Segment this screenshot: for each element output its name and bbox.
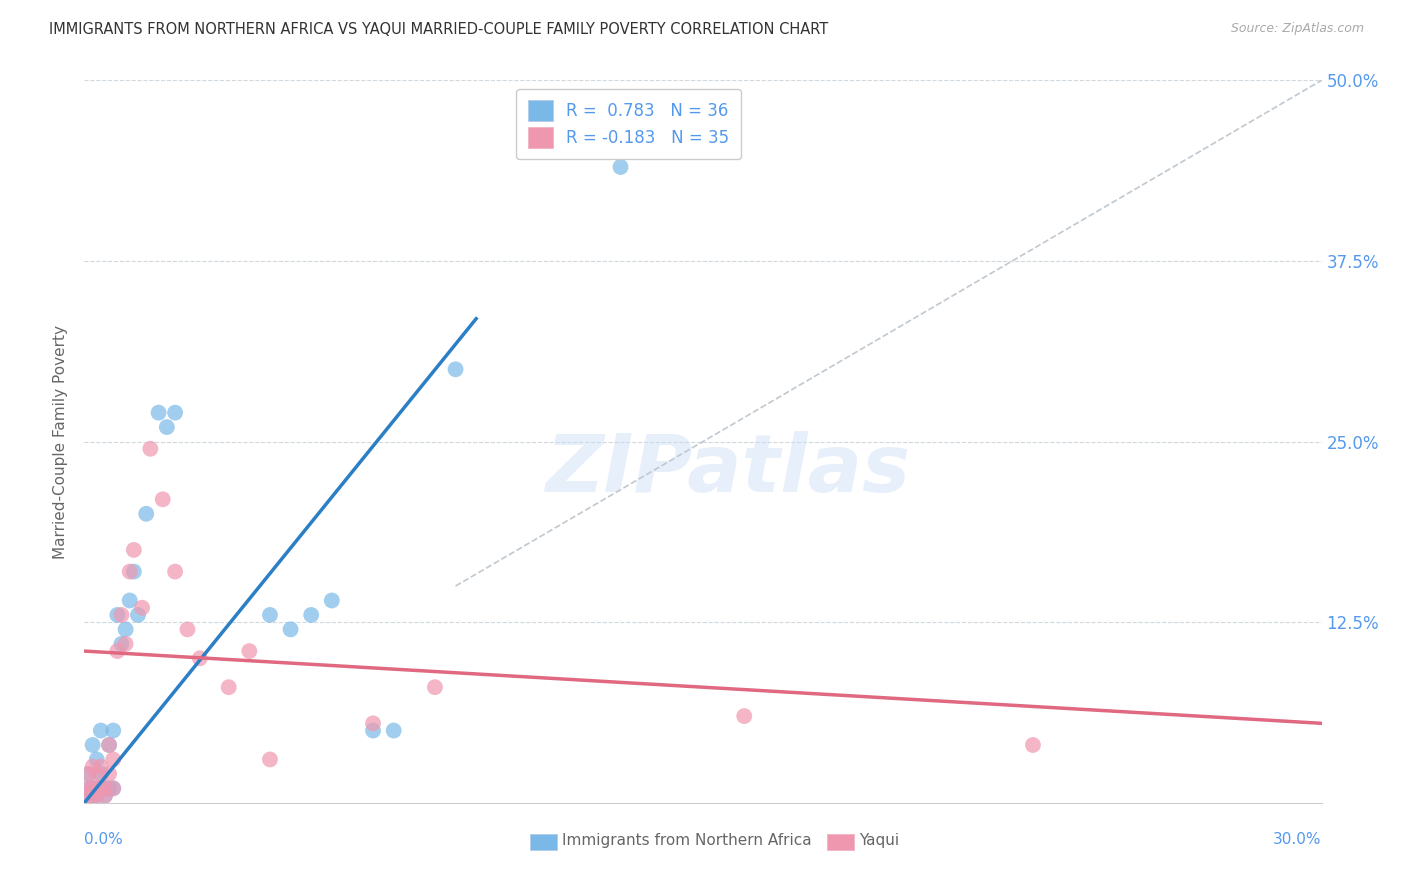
Point [90, 781, 112, 796]
Point [86, 752, 108, 766]
Point [131, 600, 153, 615]
Point [299, 607, 322, 622]
Point [103, 781, 125, 796]
Point [218, 680, 240, 694]
Point [82, 789, 104, 803]
Point [423, 680, 446, 694]
Point [135, 507, 157, 521]
Point [86, 781, 108, 796]
Text: 30.0%: 30.0% [1274, 831, 1322, 847]
Point [165, 406, 187, 420]
Point [90, 767, 112, 781]
Point [103, 752, 125, 766]
Point [114, 637, 136, 651]
Point [90, 781, 112, 796]
Point [361, 723, 384, 738]
Point [90, 760, 112, 774]
Point [94, 781, 117, 796]
Point [82, 789, 104, 803]
Point [361, 716, 384, 731]
Point [1022, 738, 1045, 752]
Point [77, 789, 100, 803]
Point [238, 644, 260, 658]
Point [118, 593, 141, 607]
Text: Source: ZipAtlas.com: Source: ZipAtlas.com [1230, 22, 1364, 36]
Point [77, 789, 100, 803]
Point [114, 623, 136, 637]
Point [259, 752, 281, 766]
Point [122, 542, 145, 557]
Point [110, 607, 132, 622]
Text: Immigrants from Northern Africa: Immigrants from Northern Africa [562, 833, 811, 848]
Point [82, 781, 104, 796]
Point [86, 789, 108, 803]
Point [280, 623, 302, 637]
Point [156, 420, 179, 434]
Point [110, 637, 132, 651]
Point [82, 760, 104, 774]
Y-axis label: Married-Couple Family Poverty: Married-Couple Family Poverty [53, 325, 69, 558]
Bar [827, 834, 853, 850]
Point [98, 738, 121, 752]
Point [127, 607, 149, 622]
Point [77, 781, 100, 796]
Point [103, 723, 125, 738]
Point [82, 781, 104, 796]
Text: IMMIGRANTS FROM NORTHERN AFRICA VS YAQUI MARRIED-COUPLE FAMILY POVERTY CORRELATI: IMMIGRANTS FROM NORTHERN AFRICA VS YAQUI… [49, 22, 828, 37]
Point [94, 789, 117, 803]
Point [86, 781, 108, 796]
Point [82, 738, 104, 752]
Point [382, 723, 405, 738]
Point [90, 723, 112, 738]
Point [188, 651, 211, 665]
Point [165, 565, 187, 579]
Point [259, 607, 281, 622]
Point [98, 781, 121, 796]
Point [105, 644, 128, 658]
Point [77, 767, 100, 781]
Point [148, 406, 170, 420]
Point [105, 607, 128, 622]
Point [609, 160, 631, 174]
Point [98, 738, 121, 752]
Point [139, 442, 162, 456]
Point [122, 565, 145, 579]
Text: Yaqui: Yaqui [859, 833, 898, 848]
Point [444, 362, 467, 376]
Point [176, 623, 198, 637]
Point [86, 767, 108, 781]
Point [103, 781, 125, 796]
Point [98, 767, 121, 781]
Point [94, 781, 117, 796]
Point [152, 492, 174, 507]
Point [321, 593, 343, 607]
Legend: R =  0.783   N = 36, R = -0.183   N = 35: R = 0.783 N = 36, R = -0.183 N = 35 [516, 88, 741, 160]
Bar [530, 834, 557, 850]
Point [77, 781, 100, 796]
Point [94, 789, 117, 803]
Point [77, 767, 100, 781]
Point [733, 709, 755, 723]
Text: ZIPatlas: ZIPatlas [546, 432, 910, 509]
Point [86, 789, 108, 803]
Point [118, 565, 141, 579]
Text: 0.0%: 0.0% [84, 831, 124, 847]
